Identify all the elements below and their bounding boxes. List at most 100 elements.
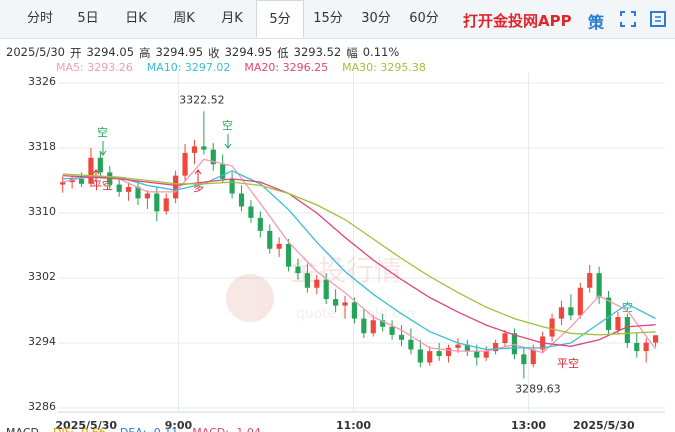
x-tick-label: 11:00 xyxy=(336,419,371,432)
quote-value: 3294.95 xyxy=(155,45,204,59)
tab[interactable]: 分时 xyxy=(26,11,53,26)
macd-item: MACD: -1.04 xyxy=(192,426,261,432)
candle-body xyxy=(634,343,640,352)
quote-label: 低 xyxy=(277,46,289,60)
candle-body xyxy=(398,334,405,340)
candle-body xyxy=(615,317,621,330)
fullscreen-icon[interactable] xyxy=(620,11,636,27)
y-tick-label: 3310 xyxy=(28,205,56,218)
quote-line: 2025/5/30 开 3294.05 高 3294.95 收 3294.95 低 3293.5… xyxy=(6,45,399,61)
candle-body xyxy=(173,175,179,199)
candle-body xyxy=(502,333,508,343)
candle-body xyxy=(210,149,216,165)
macd-line: MACD DIF: -0.66 DEA: -0.11 MACD: -1.04 xyxy=(6,426,261,432)
tab[interactable]: 30分 xyxy=(361,11,391,26)
candle-body xyxy=(577,287,583,316)
app-link[interactable]: 打开金投网APP xyxy=(463,12,572,30)
candle-body xyxy=(351,302,358,319)
x-tick-label: 13:00 xyxy=(511,419,546,432)
candle-body xyxy=(624,317,630,343)
tab[interactable]: 60分 xyxy=(409,11,439,26)
x-tick-label: 2025/5/30 xyxy=(55,419,117,432)
quote-label: 收 xyxy=(208,46,220,60)
candle-body xyxy=(60,182,66,185)
candle-body xyxy=(596,273,602,298)
quote-value: 3293.52 xyxy=(293,45,342,59)
candle-body xyxy=(125,187,132,192)
candle-body xyxy=(370,320,376,334)
candle-body xyxy=(483,351,489,358)
candle-body xyxy=(154,193,160,212)
candle-body xyxy=(276,243,282,249)
quote-value: 3294.95 xyxy=(224,45,273,59)
quote-value: 0.11% xyxy=(362,45,400,59)
candle-body xyxy=(333,299,339,306)
quote-value: 3294.05 xyxy=(86,45,135,59)
y-tick-label: 3286 xyxy=(28,400,56,413)
settings-icon[interactable] xyxy=(650,11,666,27)
candle-body xyxy=(464,344,470,352)
candle-body xyxy=(267,230,273,249)
candle-body xyxy=(304,273,310,288)
candle-body xyxy=(643,342,649,352)
tab[interactable]: 周K xyxy=(173,11,195,26)
marker-arrow xyxy=(99,141,107,156)
quote-label: 幅 xyxy=(346,46,358,60)
candle-body xyxy=(144,193,150,199)
candle-body xyxy=(493,343,499,352)
candle-body xyxy=(88,157,94,184)
candle-body xyxy=(474,351,480,358)
y-tick-label: 3326 xyxy=(28,75,56,88)
candle-body xyxy=(238,193,245,207)
legend-entry: MA20: 3296.25 xyxy=(244,61,329,74)
tab[interactable]: 5分 xyxy=(256,0,304,38)
marker-arrow xyxy=(224,134,232,149)
candle-body xyxy=(587,273,593,288)
strategy-button[interactable]: 策 xyxy=(588,13,605,32)
tab-bar: 分时 5日 日K 周K 月K 5分 15分 30分 60分 打开金投网APP 策 xyxy=(0,0,675,39)
tab[interactable]: 日K xyxy=(125,11,147,26)
tab[interactable]: 月K xyxy=(221,11,243,26)
candle-body xyxy=(323,279,329,300)
candle-body xyxy=(220,164,226,179)
high-label: 3322.52 xyxy=(179,93,225,106)
ma-line xyxy=(62,158,657,354)
candle-body xyxy=(135,187,141,199)
candle-body xyxy=(549,318,555,337)
y-tick-label: 3318 xyxy=(28,140,56,153)
candle-body xyxy=(257,217,263,231)
ma-line xyxy=(62,174,656,347)
candle-body xyxy=(201,146,207,150)
axes: 3286 3294 3302 3310 3318 3326 2025/5/30 9:00 11:… xyxy=(28,73,665,432)
candle-body xyxy=(78,178,85,184)
candle-body xyxy=(558,307,565,319)
tab[interactable]: 5日 xyxy=(77,11,99,26)
watermark: 金投行情 quote.cngold.org xyxy=(226,254,415,322)
candle-body xyxy=(97,157,103,173)
candle-body xyxy=(521,354,527,365)
candle-body xyxy=(436,351,442,356)
candle-body xyxy=(653,335,659,343)
candle-body xyxy=(511,333,518,355)
candle-body xyxy=(605,297,612,330)
legend: MA5: 3293.26 MA10: 3297.02 MA20: 3296.25 MA… xyxy=(56,61,426,74)
low-label: 3289.63 xyxy=(515,383,561,396)
macd-item: DIF: -0.66 xyxy=(53,426,106,432)
candle-body xyxy=(285,243,292,267)
candle-body xyxy=(248,206,254,218)
ma-line xyxy=(62,173,656,336)
candle-body xyxy=(568,307,574,316)
candle-body xyxy=(163,198,169,212)
quote-label: 开 xyxy=(69,46,82,60)
y-tick-label: 3294 xyxy=(28,335,56,348)
candle-body xyxy=(342,302,348,306)
annotations: 空 平空 空 多 平空 空 xyxy=(91,118,633,370)
candle-body xyxy=(445,347,452,356)
x-tick-label: 9:00 xyxy=(165,419,193,432)
candle-body xyxy=(191,146,198,153)
tab[interactable]: 15分 xyxy=(313,11,343,26)
ma-line xyxy=(62,170,656,351)
trade-marker: 空 xyxy=(622,300,633,314)
